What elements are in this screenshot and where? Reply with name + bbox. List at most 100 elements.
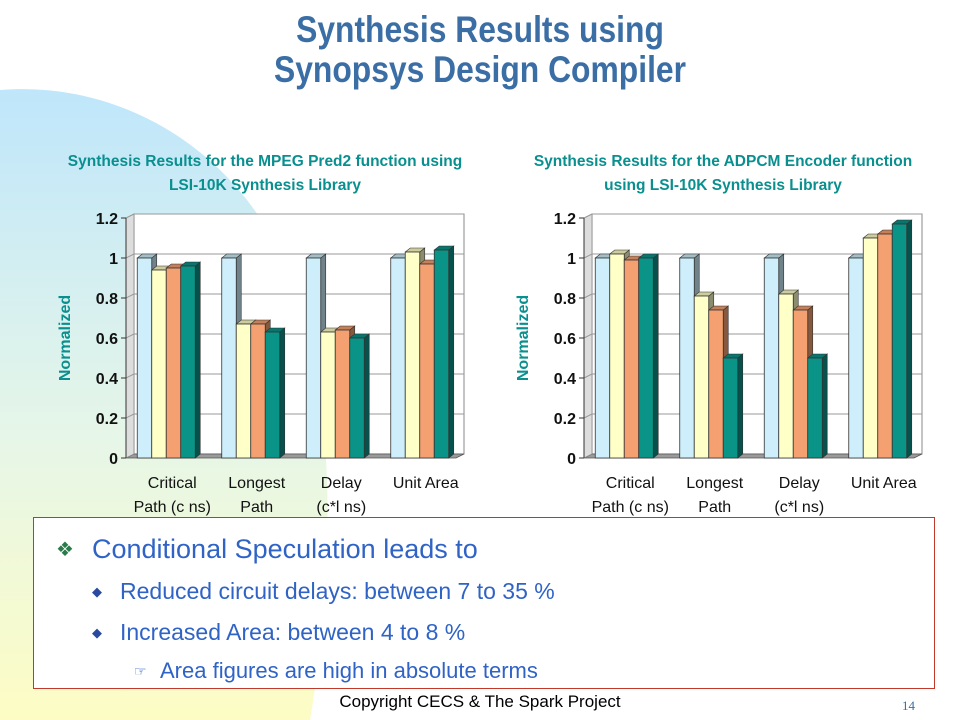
bar bbox=[305, 257, 322, 459]
y-tick-label: 0.2 bbox=[96, 411, 118, 428]
bar-side bbox=[194, 261, 201, 459]
y-tick-label: 0.8 bbox=[554, 291, 576, 308]
y-tick-label: 0 bbox=[109, 451, 118, 468]
bullet-sub-1-text: Reduced circuit delays: between 7 to 35 … bbox=[120, 578, 555, 604]
pointing-hand-icon: ☞ bbox=[134, 663, 147, 679]
gridline-side bbox=[125, 293, 135, 299]
bar bbox=[136, 257, 153, 459]
y-tick-label: 0.4 bbox=[96, 371, 118, 388]
bar bbox=[235, 323, 252, 459]
chart-mpeg-pred2-svg: Synthesis Results for the MPEG Pred2 fun… bbox=[57, 153, 465, 516]
gridline-side bbox=[583, 333, 593, 339]
bar-side bbox=[906, 219, 913, 459]
bar bbox=[792, 309, 809, 459]
x-tick-label: Path bbox=[240, 499, 273, 516]
square-bullet-icon: ◆ bbox=[92, 584, 102, 599]
x-tick-label: Longest bbox=[228, 475, 285, 492]
bar-side bbox=[652, 253, 659, 459]
bar bbox=[390, 257, 406, 459]
bar bbox=[623, 259, 640, 459]
y-tick-label: 0.8 bbox=[96, 291, 118, 308]
y-tick-label: 0.2 bbox=[554, 411, 576, 428]
y-tick-label: 0.6 bbox=[96, 331, 118, 348]
chart-title-line: using LSI-10K Synthesis Library bbox=[604, 177, 842, 194]
y-tick-label: 0.4 bbox=[554, 371, 576, 388]
gridline-side bbox=[583, 413, 593, 419]
gridline-side bbox=[583, 253, 593, 259]
bar bbox=[638, 257, 654, 459]
bar bbox=[763, 257, 780, 459]
bar bbox=[778, 293, 794, 459]
gridline-side bbox=[583, 293, 593, 299]
y-tick-label: 1 bbox=[567, 251, 576, 268]
bar bbox=[848, 257, 864, 459]
square-bullet-icon: ◆ bbox=[92, 625, 102, 640]
bullet-box: ❖ Conditional Speculation leads to ◆ Reduc… bbox=[33, 517, 935, 689]
bar-side bbox=[448, 245, 455, 459]
bar bbox=[891, 223, 908, 459]
bar-side bbox=[821, 353, 828, 459]
bar bbox=[609, 253, 625, 459]
gridline-side bbox=[125, 213, 135, 219]
diamond-bullet-icon: ❖ bbox=[56, 539, 74, 561]
bar-side bbox=[737, 353, 744, 459]
y-tick-label: 1.2 bbox=[554, 211, 576, 228]
bar bbox=[877, 233, 893, 459]
bullet-subsub-1-text: Area figures are high in absolute terms bbox=[160, 658, 538, 683]
bar bbox=[693, 295, 710, 459]
bar bbox=[180, 265, 196, 459]
slide-title: Synthesis Results using Synopsys Design … bbox=[67, 10, 893, 90]
bar-side bbox=[363, 333, 370, 459]
gridline-side bbox=[125, 373, 135, 379]
title-line-1: Synthesis Results using bbox=[296, 9, 664, 50]
title-line-2: Synopsys Design Compiler bbox=[273, 49, 686, 90]
bar bbox=[862, 237, 879, 459]
bullet-subsub-1: ☞ Area figures are high in absolute terms bbox=[134, 658, 538, 684]
x-tick-label: Path (c ns) bbox=[134, 499, 211, 516]
y-tick-label: 1.2 bbox=[96, 211, 118, 228]
bar bbox=[404, 251, 421, 459]
bar bbox=[594, 257, 611, 459]
chart-title-line: Synthesis Results for the MPEG Pred2 fun… bbox=[68, 153, 462, 170]
x-tick-label: Critical bbox=[606, 475, 655, 492]
x-tick-label: Path bbox=[698, 499, 731, 516]
bullet-sub-2: ◆ Increased Area: between 4 to 8 % bbox=[92, 619, 465, 646]
bullet-main: ❖ Conditional Speculation leads to bbox=[56, 534, 478, 565]
y-axis-label: Normalized bbox=[515, 295, 532, 381]
bullet-sub-1: ◆ Reduced circuit delays: between 7 to 35… bbox=[92, 578, 555, 605]
chart-adpcm-encoder: Synthesis Results for the ADPCM Encoder … bbox=[508, 140, 938, 520]
x-tick-label: Unit Area bbox=[851, 475, 917, 492]
gridline-side bbox=[583, 373, 593, 379]
bar bbox=[349, 337, 365, 459]
bar bbox=[334, 329, 351, 459]
bar bbox=[320, 331, 336, 459]
x-tick-label: Unit Area bbox=[393, 475, 459, 492]
bullet-sub-2-text: Increased Area: between 4 to 8 % bbox=[120, 619, 466, 645]
x-tick-label: Delay bbox=[321, 475, 362, 492]
x-tick-label: Path (c ns) bbox=[592, 499, 669, 516]
bar bbox=[419, 263, 435, 459]
y-tick-label: 1 bbox=[109, 251, 118, 268]
bullet-main-text: Conditional Speculation leads to bbox=[92, 534, 478, 564]
y-tick-label: 0.6 bbox=[554, 331, 576, 348]
gridline-side bbox=[125, 333, 135, 339]
chart-adpcm-encoder-svg: Synthesis Results for the ADPCM Encoder … bbox=[515, 153, 923, 516]
x-tick-label: Longest bbox=[686, 475, 743, 492]
y-tick-label: 0 bbox=[567, 451, 576, 468]
x-tick-label: Delay bbox=[779, 475, 820, 492]
gridline-side bbox=[583, 213, 593, 219]
x-tick-label: (c*l ns) bbox=[774, 499, 824, 516]
bar bbox=[708, 309, 724, 459]
footer-copyright: Copyright CECS & The Spark Project bbox=[339, 692, 621, 711]
gridline-side bbox=[125, 413, 135, 419]
bar-side bbox=[279, 327, 286, 459]
y-axis-label: Normalized bbox=[57, 295, 74, 381]
bar bbox=[151, 269, 167, 459]
bar bbox=[679, 257, 695, 459]
bar bbox=[807, 357, 823, 459]
bar bbox=[165, 267, 182, 459]
chart-title-line: LSI-10K Synthesis Library bbox=[169, 177, 361, 194]
bar bbox=[221, 257, 237, 459]
bar bbox=[250, 323, 266, 459]
page-number: 14 bbox=[902, 698, 915, 713]
